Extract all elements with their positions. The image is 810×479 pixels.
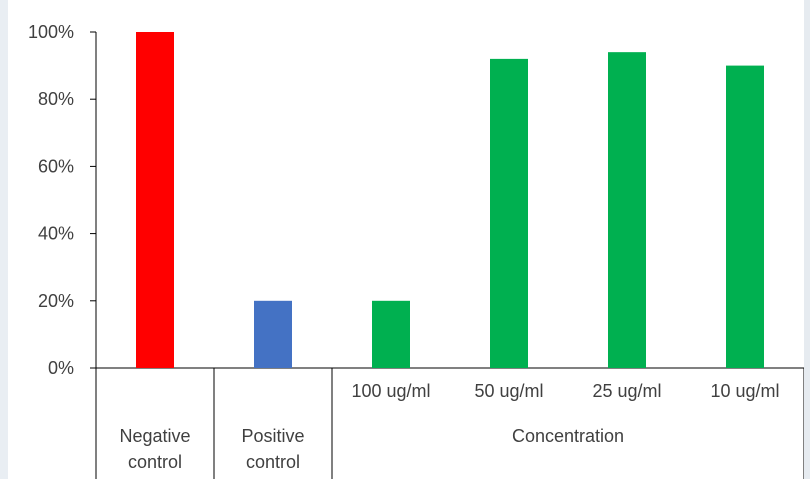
bar-5 bbox=[608, 52, 646, 368]
group-label-line: control bbox=[246, 452, 300, 472]
group-label-line: control bbox=[128, 452, 182, 472]
bar-6 bbox=[726, 65, 764, 368]
y-tick-label: 100% bbox=[28, 22, 74, 42]
bar-chart: 0% 20% 40% 60% 80% 100% 100 ug/ml 50 ug/ml 25 ug… bbox=[28, 22, 804, 479]
group-label-line: Negative bbox=[119, 426, 190, 446]
bar-3 bbox=[372, 300, 410, 368]
y-tick-label: 40% bbox=[38, 224, 74, 244]
x-tick-label: 100 ug/ml bbox=[351, 381, 430, 401]
bar-4 bbox=[490, 58, 528, 368]
x-tick-label: 25 ug/ml bbox=[592, 381, 661, 401]
bar-2 bbox=[254, 300, 292, 368]
bar-1 bbox=[136, 32, 174, 368]
y-tick-label: 80% bbox=[38, 89, 74, 109]
y-tick-label: 60% bbox=[38, 156, 74, 176]
group-label-line: Positive bbox=[241, 426, 304, 446]
group-label: Concentration bbox=[512, 426, 624, 446]
y-tick-label: 20% bbox=[38, 291, 74, 311]
y-tick-label: 0% bbox=[48, 358, 74, 378]
x-tick-label: 50 ug/ml bbox=[474, 381, 543, 401]
chart-panel: 0% 20% 40% 60% 80% 100% 100 ug/ml 50 ug/ml 25 ug… bbox=[8, 0, 804, 479]
x-tick-label: 10 ug/ml bbox=[710, 381, 779, 401]
